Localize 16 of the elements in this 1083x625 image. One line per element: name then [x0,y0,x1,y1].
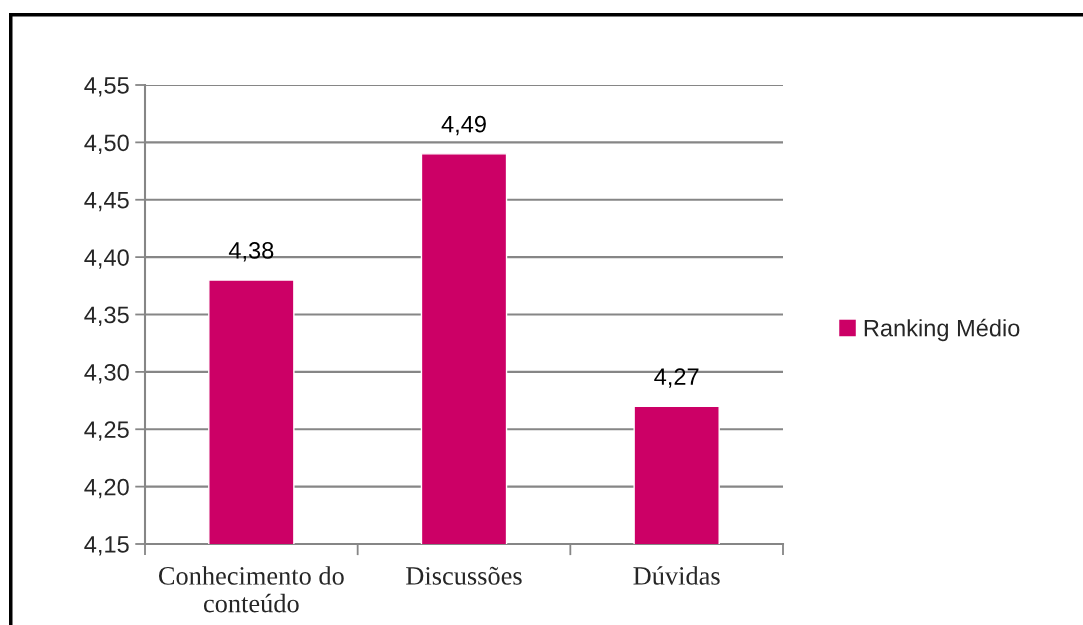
y-tick-label: 4,25 [84,421,129,441]
y-tick-label: 4,15 [84,536,129,556]
y-tick-label: 4,35 [84,306,129,327]
y-tick-label: 4,40 [84,249,129,269]
data-label: 4,38 [228,242,274,262]
legend-label: Ranking Médio [864,318,1020,342]
y-tick-label: 4,45 [84,192,129,212]
y-tick-label: 4,55 [84,77,129,97]
y-tick-label: 4,20 [84,478,129,499]
y-tick-label: 4,30 [84,363,129,384]
x-tick-label: Conhecimento do conteúdo [158,566,344,613]
x-tick-label: Dúvidas [633,566,720,585]
data-label: 4,27 [654,368,699,388]
y-tick-label: 4,50 [84,134,129,154]
x-tick-label: Discussões [406,566,522,585]
data-label: 4,49 [441,115,486,136]
